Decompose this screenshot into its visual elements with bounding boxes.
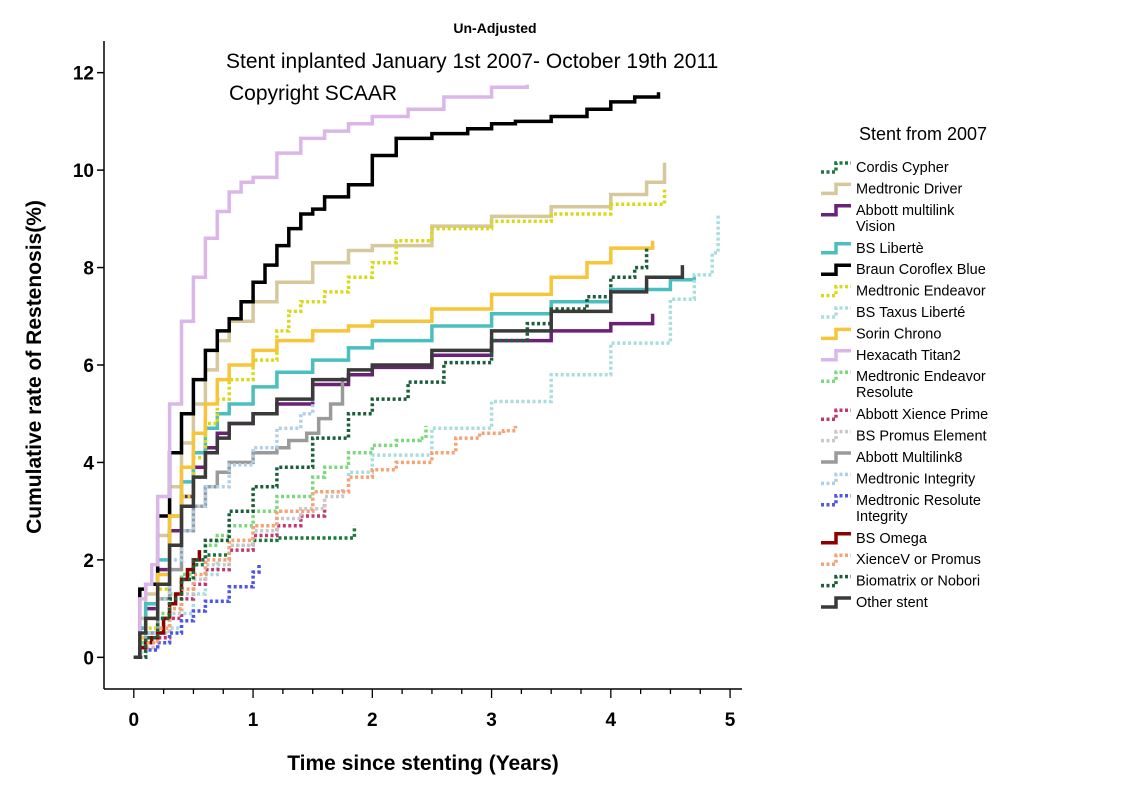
legend-swatch-16 — [821, 553, 851, 566]
legend-label-6: BS Taxus Liberté — [856, 305, 965, 321]
x-tick-label: 3 — [486, 710, 497, 731]
legend-swatch-8 — [821, 349, 851, 362]
y-tick-label: 0 — [83, 648, 94, 669]
legend-label-13: Medtronic Integrity — [856, 471, 976, 487]
x-tick-label: 2 — [367, 710, 378, 731]
series-line-17 — [133, 248, 649, 660]
series-line-1 — [133, 162, 667, 660]
legend-label-9-line2: Resolute — [856, 385, 913, 401]
annotation-copyright: Copyright SCAAR — [229, 82, 397, 105]
series-line-8 — [133, 84, 530, 660]
y-tick-label: 8 — [83, 259, 94, 280]
legend-swatch-7 — [821, 327, 851, 341]
legend-label-12: Abbott Multilink8 — [856, 450, 962, 466]
y-tick-label: 6 — [83, 356, 94, 377]
y-tick-label: 4 — [83, 453, 94, 474]
legend-label-17: Biomatrix or Nobori — [856, 574, 980, 590]
legend-label-11: BS Promus Element — [856, 429, 987, 445]
legend: Cordis Cypher Medtronic Driver Abbott mult… — [821, 160, 988, 611]
y-tick-label: 2 — [83, 551, 94, 572]
legend-label-2: Abbott multilink — [856, 203, 955, 219]
legend-swatch-11 — [821, 429, 851, 443]
legend-label-5: Medtronic Endeavor — [856, 284, 986, 300]
legend-swatch-6 — [821, 306, 851, 319]
series-line-6 — [133, 214, 720, 660]
legend-swatch-15 — [821, 532, 851, 545]
series-line-13 — [133, 399, 315, 660]
legend-label-10: Abbott Xience Prime — [856, 407, 988, 423]
legend-label-18: Other stent — [856, 595, 928, 611]
legend-label-16: XienceV or Promus — [856, 552, 981, 568]
y-tick-label: 12 — [73, 64, 94, 85]
annotation-date-range: Stent inplanted January 1st 2007- Octobe… — [226, 50, 718, 73]
legend-swatch-18 — [821, 596, 851, 609]
series-lines — [133, 84, 720, 660]
x-tick-label: 0 — [129, 710, 140, 731]
legend-swatch-0 — [821, 161, 851, 174]
legend-label-14-line2: Integrity — [856, 509, 908, 525]
legend-label-3: BS Libertè — [856, 241, 924, 257]
legend-label-9: Medtronic Endeavor — [856, 369, 986, 385]
legend-swatch-5 — [821, 284, 851, 298]
legend-label-0: Cordis Cypher — [856, 160, 949, 176]
chart-title: Un-Adjusted — [453, 20, 536, 36]
legend-label-14: Medtronic Resolute — [856, 493, 981, 509]
series-line-16 — [133, 425, 518, 660]
y-axis-label: Cumulative rate of Restenosis(%) — [23, 200, 46, 534]
legend-swatch-4 — [821, 263, 851, 276]
legend-label-15: BS Omega — [856, 531, 928, 547]
series-line-4 — [133, 92, 661, 660]
series-line-5 — [133, 189, 667, 660]
legend-swatch-2 — [821, 204, 851, 217]
legend-label-4: Braun Coroflex Blue — [856, 262, 986, 278]
y-tick-label: 10 — [73, 161, 94, 182]
legend-swatch-1 — [821, 182, 851, 196]
legend-label-7: Sorin Chrono — [856, 326, 941, 342]
legend-swatch-9 — [821, 370, 851, 383]
x-tick-label: 1 — [248, 710, 259, 731]
legend-swatch-14 — [821, 494, 851, 507]
series-line-9 — [133, 425, 428, 660]
series-line-11 — [133, 486, 345, 660]
legend-label-1: Medtronic Driver — [856, 181, 963, 197]
series-line-14 — [133, 564, 261, 660]
x-tick-label: 4 — [606, 710, 617, 731]
x-tick-label: 5 — [725, 710, 736, 731]
legend-swatch-17 — [821, 574, 851, 588]
legend-title: Stent from 2007 — [859, 124, 987, 144]
x-axis-label: Time since stenting (Years) — [287, 752, 559, 775]
series-line-7 — [133, 240, 655, 660]
legend-label-2-line2: Vision — [856, 219, 895, 235]
legend-swatch-12 — [821, 451, 851, 464]
legend-label-8: Hexacath Titan2 — [856, 348, 961, 364]
legend-swatch-3 — [821, 242, 851, 255]
legend-swatch-10 — [821, 408, 851, 421]
legend-swatch-13 — [821, 472, 851, 486]
series-line-18 — [133, 265, 685, 660]
